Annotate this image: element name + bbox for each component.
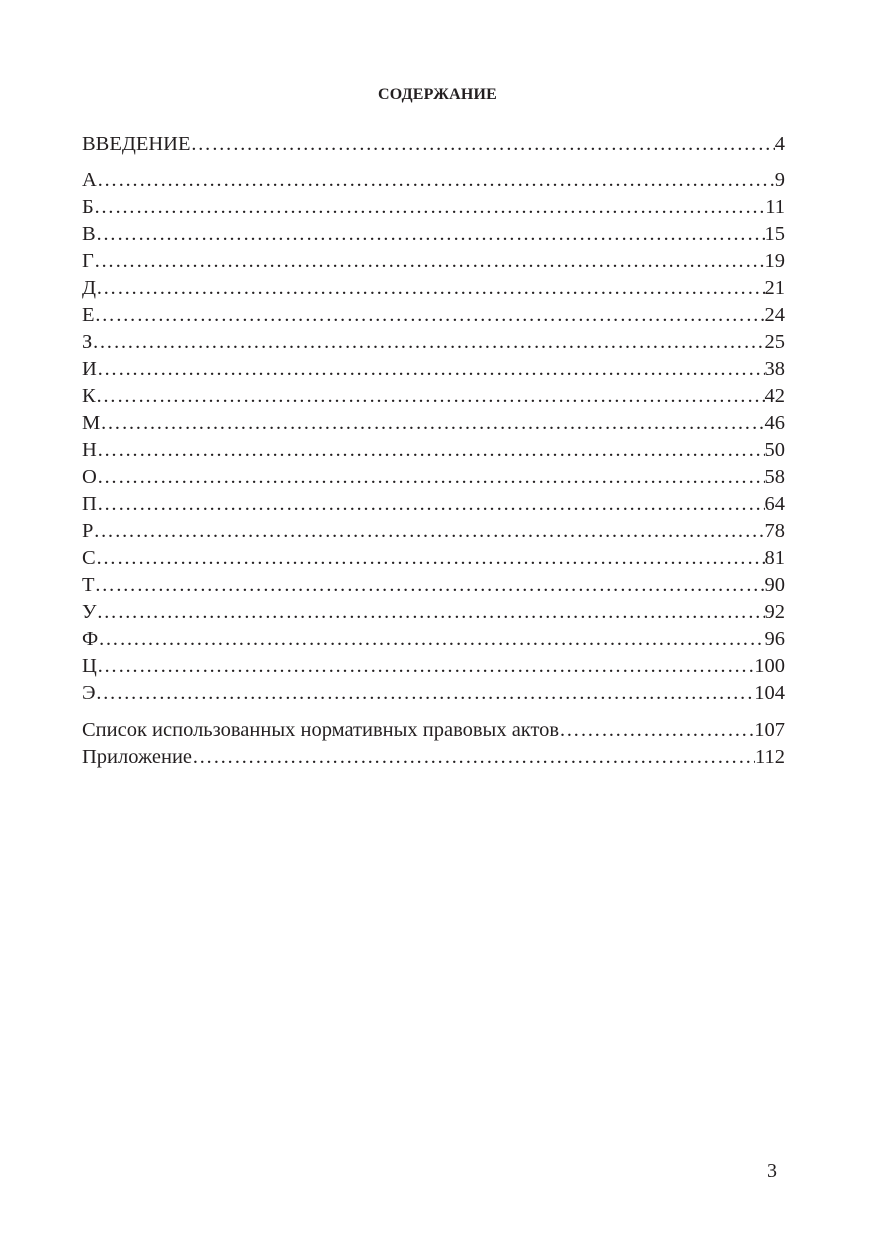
toc-entry-label: Т: [82, 574, 95, 596]
dot-leader: [93, 518, 764, 545]
toc-intro: ВВЕДЕНИЕ 4: [82, 131, 785, 158]
page-title: СОДЕРЖАНИЕ: [377, 86, 498, 103]
toc-entry-page: 25: [764, 331, 786, 353]
toc-entry-label: Ф: [82, 628, 99, 650]
toc-entry[interactable]: И 38: [82, 356, 785, 383]
toc-entry-label: М: [82, 412, 101, 434]
dot-leader: [96, 221, 765, 248]
toc-entry[interactable]: Е 24: [82, 302, 785, 329]
toc-entry-page: 21: [764, 277, 786, 299]
toc-entry-page: 81: [764, 547, 786, 569]
toc-entry[interactable]: Г 19: [82, 248, 785, 275]
dot-leader: [97, 491, 765, 518]
toc-entry-label: Приложение: [82, 746, 193, 768]
toc-entry-page: 104: [754, 682, 785, 704]
dot-leader: [559, 717, 754, 744]
toc-entry[interactable]: ВВЕДЕНИЕ 4: [82, 131, 785, 158]
toc-tail: Список использованных нормативных правов…: [82, 717, 785, 771]
dot-leader: [96, 545, 765, 572]
toc-letters: А9Б11В15Г19Д21Е24З25И38К42М46Н50О58П64Р7…: [82, 167, 785, 707]
toc-entry-label: А: [82, 169, 97, 191]
toc-entry[interactable]: В 15: [82, 221, 785, 248]
dot-leader: [191, 131, 775, 158]
toc-entry[interactable]: Э 104: [82, 680, 785, 707]
dot-leader: [97, 356, 765, 383]
toc-entry-label: Д: [82, 277, 96, 299]
toc-entry[interactable]: Ф 96: [82, 626, 785, 653]
toc-entry-page: 100: [754, 655, 785, 677]
toc-entry-label: Б: [82, 196, 94, 218]
toc-entry-label: В: [82, 223, 96, 245]
toc-entry-page: 15: [764, 223, 786, 245]
dot-leader: [96, 275, 765, 302]
dot-leader: [97, 167, 775, 194]
toc-entry[interactable]: Н 50: [82, 437, 785, 464]
toc-entry[interactable]: С 81: [82, 545, 785, 572]
toc-entry[interactable]: Т 90: [82, 572, 785, 599]
toc-entry-page: 64: [764, 493, 786, 515]
dot-leader: [94, 248, 765, 275]
toc-entry-label: С: [82, 547, 96, 569]
toc-entry[interactable]: Приложение 112: [82, 744, 785, 771]
toc-entry-page: 50: [764, 439, 786, 461]
toc-entry[interactable]: К 42: [82, 383, 785, 410]
dot-leader: [97, 653, 754, 680]
toc-entry-label: Ц: [82, 655, 97, 677]
toc-entry[interactable]: П 64: [82, 491, 785, 518]
toc-entry-label: Список использованных нормативных правов…: [82, 719, 560, 741]
dot-leader: [100, 410, 764, 437]
toc-entry-page: 90: [764, 574, 786, 596]
toc-entry-page: 107: [754, 719, 785, 741]
dot-leader: [192, 744, 755, 771]
toc-entry-page: 78: [764, 520, 786, 542]
dot-leader: [92, 329, 764, 356]
toc-entry-label: Р: [82, 520, 94, 542]
toc-entry-label: У: [82, 601, 97, 623]
toc-entry-page: 4: [774, 133, 785, 155]
toc-entry-page: 9: [774, 169, 785, 191]
toc-entry-page: 112: [755, 746, 785, 768]
toc-entry-page: 46: [764, 412, 786, 434]
toc-entry-page: 96: [764, 628, 786, 650]
dot-leader: [97, 599, 765, 626]
toc-entry-page: 42: [764, 385, 786, 407]
toc-entry-label: ВВЕДЕНИЕ: [82, 133, 191, 155]
toc-entry-label: О: [82, 466, 97, 488]
toc-entry-label: З: [82, 331, 93, 353]
dot-leader: [97, 464, 765, 491]
toc-entry-page: 92: [764, 601, 786, 623]
dot-leader: [95, 572, 765, 599]
dot-leader: [98, 626, 764, 653]
toc-entry-label: Е: [82, 304, 95, 326]
toc-entry[interactable]: М 46: [82, 410, 785, 437]
toc-entry[interactable]: Р 78: [82, 518, 785, 545]
toc-entry-label: К: [82, 385, 96, 407]
toc-entry-page: 11: [765, 196, 785, 218]
toc-entry[interactable]: Д 21: [82, 275, 785, 302]
toc-entry[interactable]: Ц 100: [82, 653, 785, 680]
toc-entry-page: 19: [764, 250, 786, 272]
toc-entry-label: Г: [82, 250, 94, 272]
toc-entry-page: 58: [764, 466, 786, 488]
dot-leader: [95, 302, 765, 329]
toc-entry[interactable]: О 58: [82, 464, 785, 491]
dot-leader: [94, 194, 765, 221]
toc-entry[interactable]: З 25: [82, 329, 785, 356]
dot-leader: [96, 383, 765, 410]
toc-entry-label: И: [82, 358, 97, 380]
dot-leader: [96, 680, 755, 707]
toc-entry[interactable]: А9: [82, 167, 785, 194]
toc-entry-page: 38: [764, 358, 786, 380]
page-number: 3: [767, 1160, 777, 1182]
toc-entry-label: П: [82, 493, 97, 515]
dot-leader: [97, 437, 765, 464]
toc-entry-page: 24: [764, 304, 786, 326]
toc-entry[interactable]: Б 11: [82, 194, 785, 221]
toc-entry-label: Н: [82, 439, 97, 461]
toc-entry[interactable]: Список использованных нормативных правов…: [82, 717, 785, 744]
toc-entry[interactable]: У 92: [82, 599, 785, 626]
toc-entry-label: Э: [82, 682, 96, 704]
